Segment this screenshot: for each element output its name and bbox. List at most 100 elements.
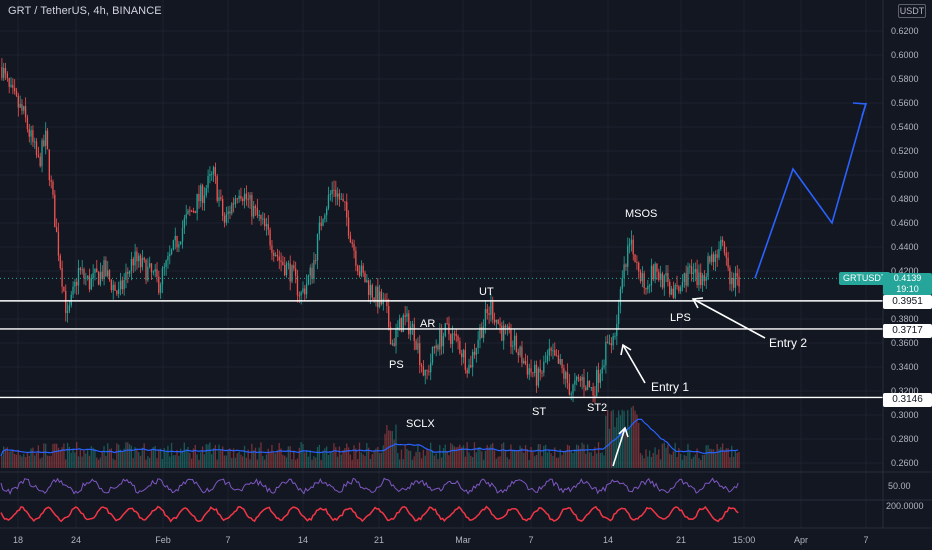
candle-body xyxy=(674,285,676,298)
candle-body xyxy=(471,351,474,368)
candle-body xyxy=(225,214,227,223)
volume-bar xyxy=(128,444,131,468)
volume-bar xyxy=(705,445,707,468)
candle-body xyxy=(76,281,78,286)
candle-body xyxy=(132,258,134,266)
volume-bar xyxy=(605,415,607,468)
volume-bar xyxy=(276,450,279,468)
candle-body xyxy=(141,257,144,268)
candle-body xyxy=(563,368,565,379)
candle-body xyxy=(590,387,592,389)
price-tick-label: 0.5600 xyxy=(891,98,919,108)
volume-bar xyxy=(366,443,368,468)
candle-body xyxy=(548,348,550,356)
volume-bar xyxy=(43,443,45,468)
volume-bars xyxy=(1,405,740,468)
candle-body xyxy=(519,346,521,356)
volume-bar xyxy=(158,449,160,468)
candle-body xyxy=(333,189,335,191)
volume-bar xyxy=(544,444,547,468)
volume-bar xyxy=(318,444,321,468)
candle-body xyxy=(223,215,226,223)
candle-body xyxy=(369,285,372,295)
volume-bar xyxy=(165,450,167,468)
candle-body xyxy=(711,254,713,263)
candle-body xyxy=(439,329,441,350)
candle-body xyxy=(572,384,574,394)
candle-body xyxy=(360,265,362,276)
candle-body xyxy=(165,260,167,267)
volume-bar xyxy=(178,455,180,468)
volume-bar xyxy=(408,450,410,468)
volume-bar xyxy=(645,449,647,468)
candle-body xyxy=(575,376,578,381)
volume-bar xyxy=(149,457,151,468)
candle-body xyxy=(63,286,65,292)
candle-body xyxy=(692,272,695,275)
candle-body xyxy=(720,239,722,250)
candle-body xyxy=(437,345,439,350)
candle-body xyxy=(568,383,571,395)
volume-bar xyxy=(599,452,602,468)
forecast-arrowhead xyxy=(852,102,868,117)
candle-body xyxy=(524,360,527,365)
volume-bar xyxy=(502,442,505,468)
volume-bar xyxy=(462,445,465,468)
volume-bar xyxy=(669,453,671,468)
candle-body xyxy=(269,229,271,246)
volume-bar xyxy=(81,456,83,468)
candle-body xyxy=(453,333,456,335)
volume-bar xyxy=(709,448,711,468)
candle-body xyxy=(676,285,678,287)
volume-bar xyxy=(367,447,370,468)
price-tick-label: 0.4200 xyxy=(891,266,919,276)
volume-bar xyxy=(723,451,726,468)
candle-body xyxy=(669,281,671,295)
candle-body xyxy=(552,350,554,352)
volume-bar xyxy=(554,447,556,468)
candle-body xyxy=(324,215,326,220)
price-tick-label: 0.4600 xyxy=(891,218,919,228)
volume-bar xyxy=(331,452,333,468)
volume-bar xyxy=(55,443,58,468)
volume-bar xyxy=(592,455,594,468)
candle-body xyxy=(397,327,399,330)
chart-title: GRT / TetherUS, 4h, BINANCE xyxy=(8,5,162,17)
candle-body xyxy=(501,325,503,341)
volume-bar xyxy=(74,452,76,468)
volume-bar xyxy=(546,452,549,468)
volume-bar xyxy=(523,452,525,468)
candle-body xyxy=(70,294,72,306)
volume-bar xyxy=(234,457,237,468)
price-tick-label: 0.6000 xyxy=(891,50,919,60)
volume-bar xyxy=(679,453,682,468)
candle-body xyxy=(125,272,127,281)
current-price-box: 0.4139 19:10 xyxy=(883,273,932,295)
volume-bar xyxy=(541,456,543,468)
volume-bar xyxy=(10,450,12,468)
volume-bar xyxy=(96,457,98,468)
volume-bar xyxy=(400,449,403,468)
volume-bar xyxy=(586,444,589,468)
volume-bar xyxy=(433,455,435,468)
candle-body xyxy=(243,193,246,202)
volume-bar xyxy=(251,443,253,468)
volume-bar xyxy=(725,448,727,468)
wyckoff-labels: PS SCLX AR UT ST ST2 MSOS LPS Entry 1 En… xyxy=(389,208,807,430)
currency-unit-badge[interactable]: USDT xyxy=(898,4,926,18)
candle-body xyxy=(678,286,680,292)
candle-body xyxy=(119,280,122,290)
volume-bar xyxy=(59,449,61,468)
price-tick-label: 0.6200 xyxy=(891,26,919,36)
volume-bar xyxy=(48,455,50,468)
volume-bar xyxy=(698,458,700,468)
candle-body xyxy=(284,265,286,276)
label-ar: AR xyxy=(420,318,435,330)
volume-bar xyxy=(513,451,516,468)
candle-body xyxy=(44,130,47,146)
volume-bar xyxy=(152,447,154,468)
volume-bar xyxy=(537,444,539,468)
time-axis-ticks: 18 24 Feb 7 14 21 Mar 7 14 21 15:00 Apr 7 xyxy=(13,535,869,545)
candle-body xyxy=(83,269,85,279)
